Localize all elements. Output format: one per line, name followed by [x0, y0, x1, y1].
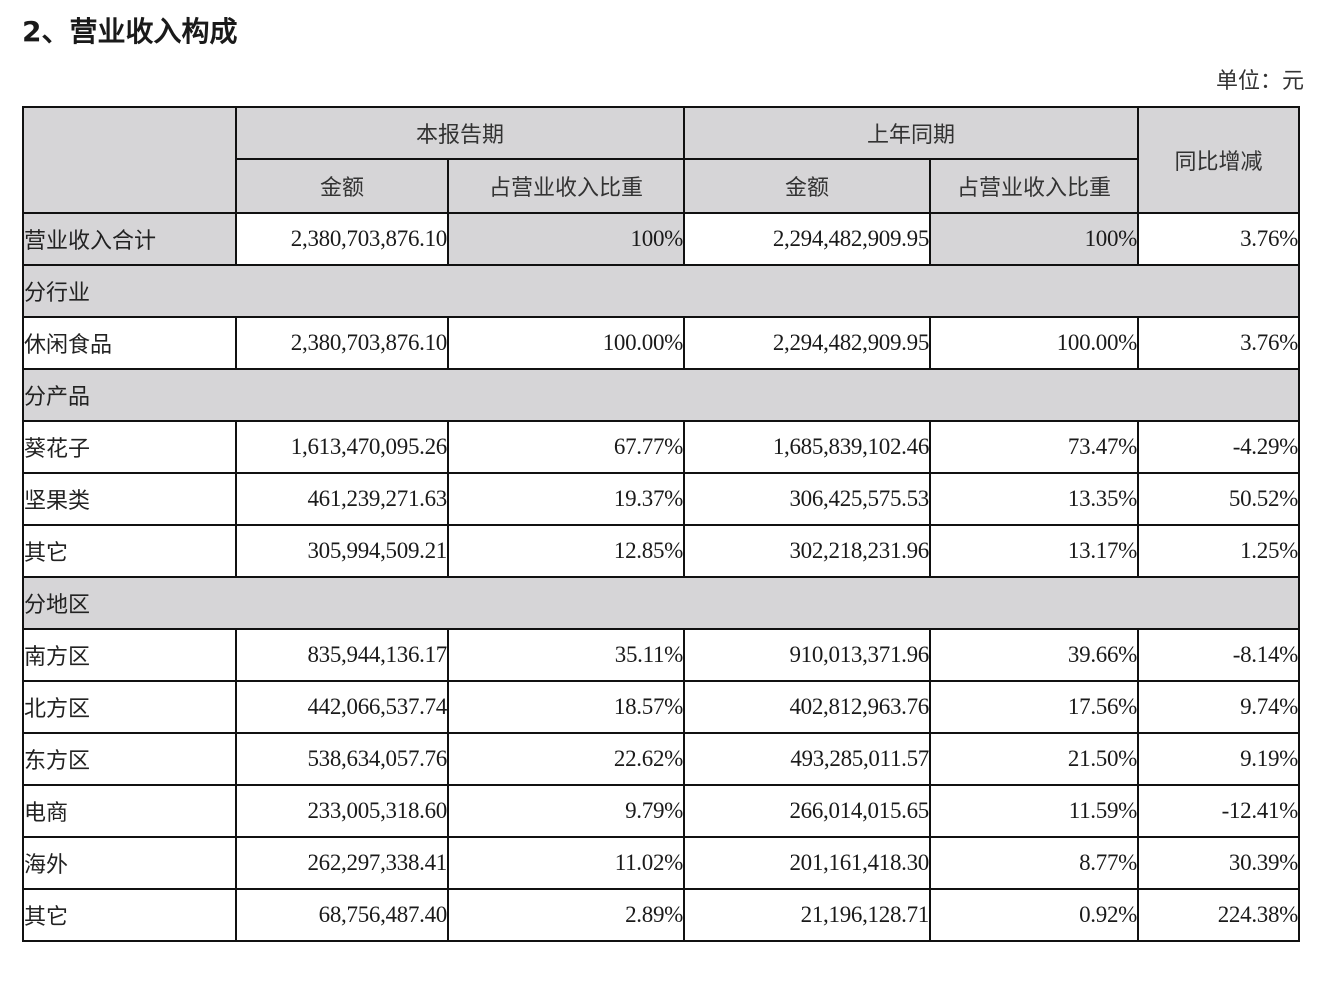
current-share: 18.57%: [446, 680, 686, 734]
row-label: 坚果类: [22, 472, 237, 526]
row-label: 北方区: [22, 680, 237, 734]
prior-share: 0.92%: [929, 888, 1140, 942]
current-share: 22.62%: [446, 732, 686, 786]
row-label: 南方区: [22, 628, 237, 682]
unit-label: 单位：元: [1215, 69, 1304, 94]
current-share: 19.37%: [446, 472, 686, 526]
section-row-region: 分地区: [21, 576, 1301, 630]
section-title: 分行业: [21, 264, 1301, 318]
row-label: 其它: [22, 524, 237, 578]
prior-amount: 493,285,011.57: [683, 732, 932, 786]
table-row: 其它 68,756,487.40 2.89% 21,196,128.71 0.9…: [22, 888, 1301, 942]
yoy-change: 224.38%: [1137, 888, 1301, 942]
header-prior-period: 上年同期: [683, 106, 1140, 160]
prior-amount: 306,425,575.53: [683, 472, 932, 526]
prior-amount: 201,161,418.30: [683, 836, 932, 890]
prior-share: 100%: [929, 212, 1140, 266]
revenue-composition-table: 本报告期 上年同期 同比增减 金额 占营业收入比重 金额 占营业收入比重 营业收…: [21, 106, 1301, 942]
current-share: 67.77%: [446, 420, 686, 474]
yoy-change: 9.19%: [1137, 732, 1301, 786]
current-amount: 2,380,703,876.10: [235, 212, 449, 266]
current-share: 100.00%: [446, 316, 686, 370]
current-amount: 1,613,470,095.26: [235, 420, 449, 474]
prior-amount: 1,685,839,102.46: [683, 420, 932, 474]
section-title: 分产品: [21, 368, 1301, 422]
table-row: 电商 233,005,318.60 9.79% 266,014,015.65 1…: [22, 784, 1301, 838]
table-row: 葵花子 1,613,470,095.26 67.77% 1,685,839,10…: [22, 420, 1301, 474]
row-label: 电商: [22, 784, 237, 838]
current-share: 9.79%: [446, 784, 686, 838]
prior-amount: 302,218,231.96: [683, 524, 932, 578]
section-row-product: 分产品: [21, 368, 1301, 422]
header-blank-cell: [22, 106, 237, 214]
current-amount: 68,756,487.40: [235, 888, 449, 942]
prior-share: 17.56%: [929, 680, 1140, 734]
yoy-change: 3.76%: [1137, 212, 1301, 266]
current-amount: 461,239,271.63: [235, 472, 449, 526]
section-heading: 2、营业收入构成: [22, 15, 238, 48]
table-row: 坚果类 461,239,271.63 19.37% 306,425,575.53…: [22, 472, 1301, 526]
current-amount: 538,634,057.76: [235, 732, 449, 786]
current-amount: 442,066,537.74: [235, 680, 449, 734]
prior-share: 13.17%: [929, 524, 1140, 578]
header-current-period: 本报告期: [234, 106, 686, 160]
table-row: 其它 305,994,509.21 12.85% 302,218,231.96 …: [22, 524, 1301, 578]
table-row: 海外 262,297,338.41 11.02% 201,161,418.30 …: [22, 836, 1301, 890]
row-label: 葵花子: [22, 420, 237, 474]
current-amount: 233,005,318.60: [235, 784, 449, 838]
header-current-share: 占营业收入比重: [446, 158, 686, 214]
row-label: 东方区: [22, 732, 237, 786]
yoy-change: -4.29%: [1137, 420, 1301, 474]
header-prior-share: 占营业收入比重: [929, 158, 1140, 214]
prior-share: 11.59%: [929, 784, 1140, 838]
prior-share: 73.47%: [929, 420, 1140, 474]
table-row: 南方区 835,944,136.17 35.11% 910,013,371.96…: [22, 628, 1301, 682]
prior-amount: 2,294,482,909.95: [683, 212, 932, 266]
yoy-change: 1.25%: [1137, 524, 1301, 578]
header-prior-amount: 金额: [683, 158, 932, 214]
yoy-change: -12.41%: [1137, 784, 1301, 838]
current-amount: 2,380,703,876.10: [235, 316, 449, 370]
current-share: 100%: [446, 212, 686, 266]
table-row-total: 营业收入合计 2,380,703,876.10 100% 2,294,482,9…: [22, 212, 1301, 266]
table-row: 北方区 442,066,537.74 18.57% 402,812,963.76…: [22, 680, 1301, 734]
current-share: 11.02%: [446, 836, 686, 890]
yoy-change: -8.14%: [1137, 628, 1301, 682]
current-amount: 262,297,338.41: [235, 836, 449, 890]
prior-amount: 21,196,128.71: [683, 888, 932, 942]
row-label: 其它: [22, 888, 237, 942]
table-row: 东方区 538,634,057.76 22.62% 493,285,011.57…: [22, 732, 1301, 786]
yoy-change: 3.76%: [1137, 316, 1301, 370]
header-yoy-change: 同比增减: [1137, 106, 1301, 214]
current-amount: 305,994,509.21: [235, 524, 449, 578]
current-share: 12.85%: [446, 524, 686, 578]
header-current-amount: 金额: [235, 158, 449, 214]
prior-share: 21.50%: [929, 732, 1140, 786]
prior-share: 39.66%: [929, 628, 1140, 682]
row-label: 营业收入合计: [22, 212, 237, 266]
row-label: 海外: [22, 836, 237, 890]
table-row: 休闲食品 2,380,703,876.10 100.00% 2,294,482,…: [22, 316, 1301, 370]
yoy-change: 50.52%: [1137, 472, 1301, 526]
prior-share: 100.00%: [929, 316, 1140, 370]
current-amount: 835,944,136.17: [235, 628, 449, 682]
prior-share: 8.77%: [929, 836, 1140, 890]
prior-amount: 266,014,015.65: [683, 784, 932, 838]
yoy-change: 30.39%: [1137, 836, 1301, 890]
current-share: 2.89%: [446, 888, 686, 942]
section-title: 分地区: [21, 576, 1301, 630]
section-row-industry: 分行业: [21, 264, 1301, 318]
prior-amount: 402,812,963.76: [683, 680, 932, 734]
row-label: 休闲食品: [22, 316, 237, 370]
yoy-change: 9.74%: [1137, 680, 1301, 734]
prior-share: 13.35%: [929, 472, 1140, 526]
prior-amount: 910,013,371.96: [683, 628, 932, 682]
prior-amount: 2,294,482,909.95: [683, 316, 932, 370]
current-share: 35.11%: [446, 628, 686, 682]
